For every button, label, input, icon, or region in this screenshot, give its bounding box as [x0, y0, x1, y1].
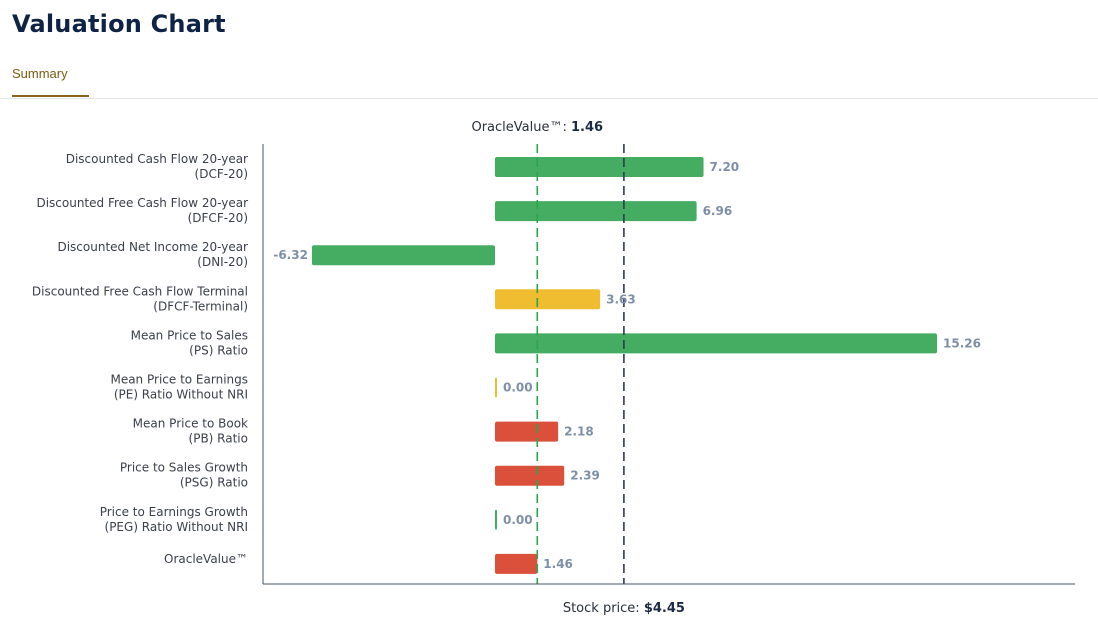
category-label: Mean Price to Book (PB) Ratio	[133, 417, 248, 446]
tab-summary[interactable]: Summary	[12, 66, 89, 97]
bars	[311, 157, 937, 574]
category-label-line: Discounted Free Cash Flow Terminal	[32, 284, 248, 298]
valuation-bar-chart: Discounted Cash Flow 20-year (DCF-20)Disc…	[32, 120, 1075, 616]
axes	[262, 144, 1075, 585]
bar	[495, 421, 559, 442]
tab-bar: Summary	[0, 60, 1098, 99]
value-label: 1.46	[543, 557, 573, 571]
category-label-line: Mean Price to Book	[133, 417, 248, 431]
category-label-line: Price to Earnings Growth	[100, 505, 248, 519]
reference-label-text: Stock price:	[563, 601, 644, 616]
bar	[495, 157, 704, 177]
category-label-line: (DNI-20)	[197, 255, 248, 269]
category-label: Price to Sales Growth (PSG) Ratio	[120, 461, 248, 490]
bar	[495, 201, 697, 222]
category-labels: Discounted Cash Flow 20-year (DCF-20)Disc…	[32, 152, 248, 566]
value-label: 0.00	[503, 381, 533, 395]
category-label-line: (PS) Ratio	[189, 343, 248, 357]
bar	[495, 377, 497, 398]
bar	[495, 509, 497, 530]
category-label-line: (DFCF-20)	[188, 211, 248, 225]
value-label: 0.00	[503, 513, 533, 527]
value-label: 15.26	[943, 336, 981, 350]
category-label-line: Discounted Net Income 20-year	[57, 240, 248, 254]
category-label: OracleValue™	[164, 552, 248, 566]
category-label-line: (DFCF-Terminal)	[153, 299, 248, 313]
category-label-line: Mean Price to Earnings	[110, 373, 248, 387]
category-label-line: (PEG) Ratio Without NRI	[105, 520, 248, 534]
stock-price-label: Stock price: $4.45	[563, 601, 685, 616]
category-label-line: Discounted Cash Flow 20-year	[66, 152, 248, 166]
category-label-line: (PE) Ratio Without NRI	[114, 388, 248, 402]
category-label: Mean Price to Sales (PS) Ratio	[131, 328, 248, 357]
bar	[311, 245, 495, 266]
category-label-line: (PB) Ratio	[189, 432, 248, 446]
bar	[495, 333, 937, 354]
bar	[495, 289, 601, 310]
bar	[495, 465, 565, 486]
reference-lines: OracleValue™: 1.46 Stock price: $4.45	[471, 120, 684, 616]
oraclevalue-label: OracleValue™: 1.46	[471, 120, 603, 135]
category-label: Discounted Free Cash Flow Terminal (DFCF-…	[32, 284, 248, 313]
category-label: Discounted Net Income 20-year (DNI-20)	[57, 240, 248, 269]
value-label: 2.18	[564, 425, 594, 439]
value-label: 2.39	[570, 469, 600, 483]
value-label: 7.20	[710, 160, 740, 174]
reference-label-value: 1.46	[571, 120, 603, 135]
category-label-line: Price to Sales Growth	[120, 461, 248, 475]
reference-label-text: OracleValue™:	[471, 120, 571, 135]
category-label-line: OracleValue™	[164, 552, 248, 566]
category-label-line: Mean Price to Sales	[131, 328, 248, 342]
category-label-line: Discounted Free Cash Flow 20-year	[36, 196, 248, 210]
value-label: 3.63	[606, 292, 636, 306]
category-label: Discounted Cash Flow 20-year (DCF-20)	[66, 152, 248, 181]
value-labels: 7.20 6.96 -6.32 3.63 15.26 0.00 2.18 2.39 0.00 1.…	[273, 160, 981, 571]
value-label: 6.96	[703, 204, 733, 218]
page-title: Valuation Chart	[12, 10, 226, 38]
category-label-line: (DCF-20)	[195, 167, 248, 181]
reference-label-value: $4.45	[644, 601, 685, 616]
category-label: Discounted Free Cash Flow 20-year (DFCF-2…	[36, 196, 248, 225]
bar	[495, 553, 538, 574]
category-label: Price to Earnings Growth (PEG) Ratio With…	[100, 505, 248, 534]
value-label: -6.32	[273, 248, 308, 262]
category-label: Mean Price to Earnings (PE) Ratio Without…	[110, 373, 248, 402]
category-label-line: (PSG) Ratio	[180, 476, 248, 490]
